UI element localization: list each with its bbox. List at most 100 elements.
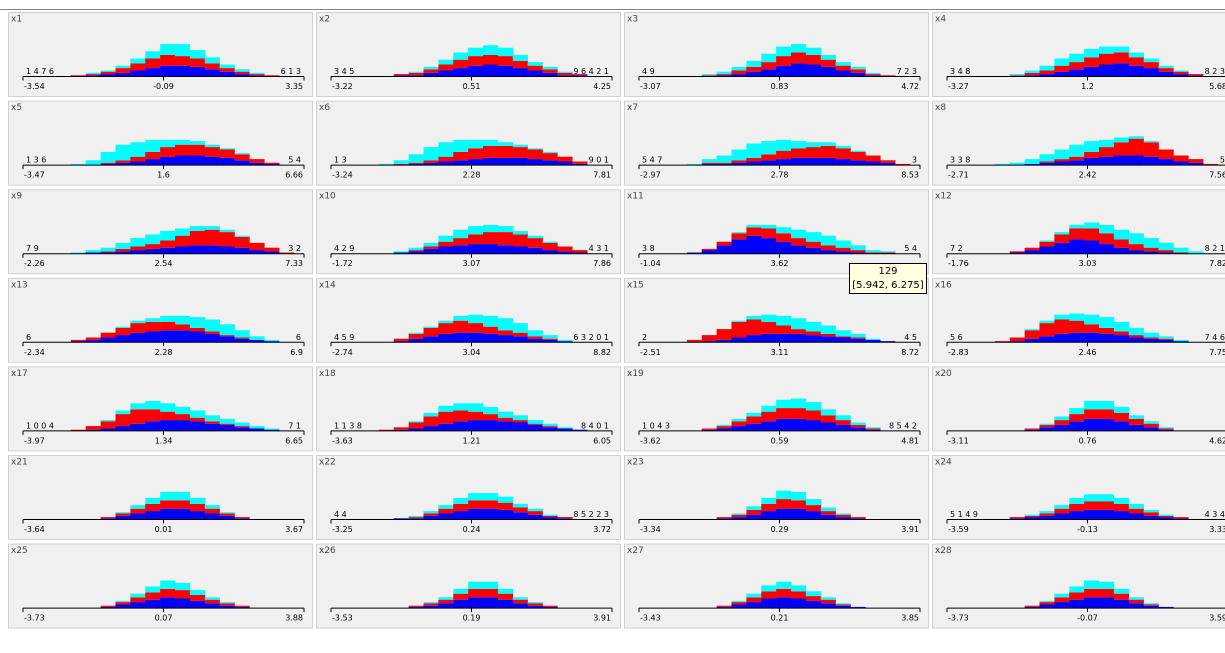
histogram-bar (175, 315, 191, 325)
histogram-bar (408, 72, 424, 76)
histogram-bar (423, 515, 439, 520)
histogram-bar (189, 327, 206, 332)
histogram-bar (1084, 66, 1100, 77)
histogram-bar (820, 336, 836, 343)
histogram-bar (115, 144, 131, 161)
histogram-bar (512, 60, 528, 69)
axis-mid-label: -0.09 (153, 82, 174, 91)
histogram-bar (145, 586, 161, 593)
histogram-bar (716, 606, 732, 609)
histogram-bar (249, 250, 265, 254)
histogram-bar (1024, 330, 1040, 339)
histogram-bar (70, 75, 87, 77)
histogram-bar (835, 65, 851, 71)
histogram-bar (1084, 324, 1100, 333)
histogram-bar (234, 153, 250, 155)
histogram-bar (130, 70, 146, 77)
histogram-panel: x26 -3.53 0.19 3.91 (316, 543, 621, 629)
histogram-bar (438, 508, 454, 514)
histogram-bar (1203, 163, 1219, 166)
histogram-bar (175, 330, 191, 343)
axis-min-label: -2.34 (24, 348, 45, 357)
histogram-bar (865, 429, 881, 431)
axis-mid-label: 3.11 (771, 348, 789, 357)
histogram-bar (776, 65, 792, 77)
histogram-bar (115, 414, 131, 427)
histogram-bar (1069, 592, 1085, 600)
histogram-bar (1113, 588, 1130, 594)
histogram-bar (1084, 409, 1100, 419)
histogram-bar (175, 582, 191, 591)
histogram-bar (716, 424, 732, 427)
histogram-bar (468, 403, 484, 412)
histogram-bar (408, 428, 424, 431)
histogram-panel: x9 -2.26 2.54 7.33 7 9 3 2 (8, 189, 313, 275)
histogram-bar (189, 144, 206, 156)
histogram-bar (1009, 251, 1025, 253)
histogram-bar (408, 250, 424, 252)
edge-count-label: 8 5 4 2 (889, 421, 917, 430)
histogram-bar (731, 513, 747, 515)
histogram-bar (527, 336, 543, 339)
histogram-bar (731, 232, 747, 234)
histogram-bar (1054, 65, 1070, 72)
histogram-bar (249, 159, 265, 163)
histogram-bar (791, 229, 807, 239)
histogram-bar (468, 56, 484, 66)
histogram-bar (746, 335, 762, 343)
histogram-bar (145, 151, 161, 160)
histogram-bar (160, 321, 176, 331)
histogram-bar (1158, 338, 1174, 340)
histogram-bar (204, 226, 220, 230)
histogram-bar (835, 517, 851, 520)
histogram-bar (234, 422, 250, 427)
histogram-bar (746, 506, 762, 510)
histogram-bar (423, 248, 439, 254)
histogram-bar (850, 517, 866, 519)
histogram-bar (408, 247, 424, 251)
histogram-bar (249, 242, 265, 251)
axis-min-label: -3.64 (24, 525, 45, 534)
histogram-bar (204, 69, 220, 77)
histogram-bar (512, 599, 528, 604)
histogram-bar (85, 339, 101, 343)
histogram-bar (776, 227, 792, 234)
histogram-bar (130, 423, 146, 431)
histogram-bar (160, 330, 176, 343)
histogram-bar (557, 75, 573, 77)
histogram-bar (453, 315, 469, 321)
histogram-bar (249, 74, 265, 76)
histogram-bar (468, 581, 484, 589)
histogram-bar (557, 341, 573, 343)
histogram-bar (835, 415, 851, 421)
histogram-bar (1128, 57, 1144, 66)
histogram-bar (746, 514, 762, 520)
histogram-bar (805, 232, 822, 242)
histogram-bar (497, 335, 514, 343)
histogram-bar (234, 154, 250, 161)
histogram-bar (453, 593, 469, 600)
histogram-bar (791, 585, 807, 592)
histogram-bar (130, 238, 146, 247)
histogram-bar (145, 139, 161, 152)
histogram-bar (1069, 69, 1085, 77)
histogram-bar (746, 157, 762, 162)
histogram-bar (880, 341, 896, 343)
histogram-bar (791, 44, 807, 53)
histogram-bar (512, 597, 528, 600)
histogram-bar (805, 321, 822, 332)
histogram-bar (761, 591, 777, 599)
axis-max-label: 3.88 (285, 614, 303, 623)
histogram-bar (731, 74, 747, 77)
histogram-bar (249, 336, 265, 340)
histogram-bar (423, 426, 439, 431)
histogram-bar (423, 162, 439, 166)
histogram-bar (895, 163, 911, 166)
panel-title: x10 (319, 192, 336, 202)
histogram-bar (1054, 149, 1070, 160)
histogram-bar (1128, 503, 1144, 509)
histogram-bar (468, 493, 484, 501)
histogram-bar (115, 426, 131, 431)
histogram-bar (542, 605, 558, 607)
histogram-bar (776, 241, 792, 254)
